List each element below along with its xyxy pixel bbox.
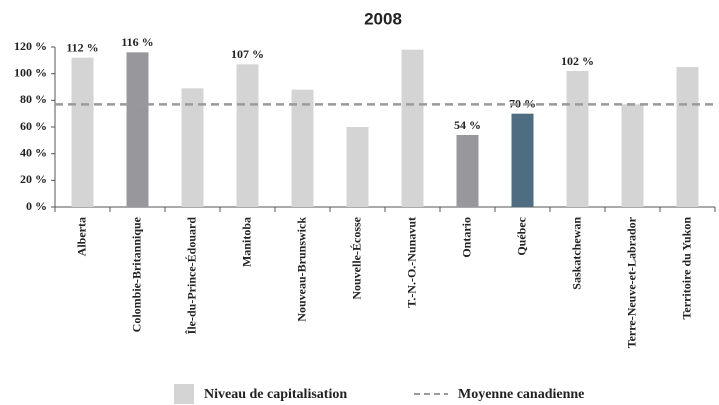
bar (181, 88, 204, 207)
bar (511, 113, 534, 207)
x-tick-label: Québec (514, 216, 528, 255)
legend-label: Niveau de capitalisation (204, 387, 347, 402)
x-tick-label: Île-du-Prince-Édouard (184, 217, 198, 335)
bar (401, 49, 424, 207)
legend-swatch (174, 384, 194, 404)
data-label: 54 % (454, 118, 481, 132)
x-tick-label: Ontario (459, 217, 473, 258)
legend-label: Moyenne canadienne (458, 387, 584, 402)
y-tick-label: 100 % (14, 65, 47, 79)
y-tick-label: 40 % (20, 145, 47, 159)
y-tick-label: 120 % (14, 39, 47, 53)
x-tick-label: Terre-Neuve-et-Labrador (624, 216, 638, 348)
y-tick-label: 0 % (26, 199, 47, 213)
x-tick-label: Saskatchewan (569, 217, 583, 290)
y-tick-label: 60 % (20, 119, 47, 133)
data-label: 70 % (509, 96, 536, 110)
data-label: 112 % (66, 40, 98, 54)
y-tick-label: 20 % (20, 172, 47, 186)
bar (456, 135, 479, 207)
bar (291, 89, 314, 207)
data-label: 116 % (121, 35, 153, 49)
data-label: 107 % (231, 47, 264, 61)
bar (126, 52, 149, 208)
x-tick-label: Alberta (74, 217, 88, 256)
data-label: 102 % (561, 54, 594, 68)
x-tick-label: T.-N.-O.-Nunavut (404, 217, 418, 308)
bar (621, 104, 644, 207)
y-tick-label: 80 % (20, 92, 47, 106)
bar (71, 57, 94, 207)
x-tick-label: Colombie-Britannique (129, 216, 143, 332)
chart-title: 2008 (364, 9, 402, 28)
bar (566, 71, 589, 207)
x-tick-label: Nouvelle-Écosse (349, 216, 363, 299)
bar (676, 67, 699, 207)
x-tick-label: Manitoba (239, 217, 253, 267)
x-tick-label: Nouveau-Brunswick (294, 217, 308, 322)
bar (346, 127, 369, 207)
bar (236, 64, 259, 207)
x-tick-label: Territoire du Yukon (679, 217, 693, 320)
